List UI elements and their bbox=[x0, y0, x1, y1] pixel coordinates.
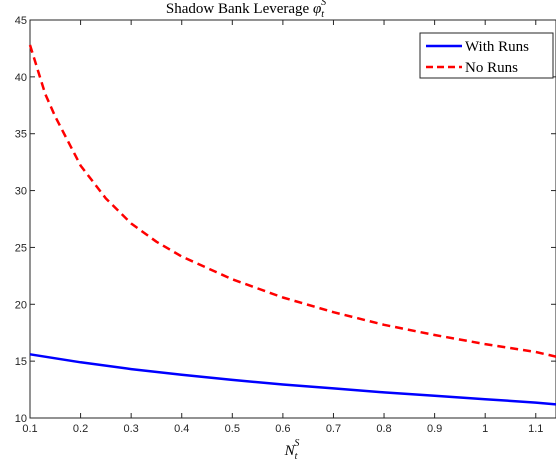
plot-area bbox=[29, 19, 556, 419]
y-tick-label: 45 bbox=[15, 15, 27, 27]
series-line-no-runs bbox=[28, 44, 556, 358]
x-label-base: N bbox=[284, 443, 296, 459]
y-tick-label: 15 bbox=[15, 356, 27, 368]
legend-label-no-runs: No Runs bbox=[465, 60, 518, 76]
series-line-with-runs bbox=[29, 353, 556, 406]
y-tick-label: 30 bbox=[15, 186, 27, 198]
series-layer bbox=[28, 44, 556, 406]
x-tick-label: 1.1 bbox=[528, 423, 543, 435]
x-tick-label: 0.1 bbox=[22, 423, 37, 435]
x-tick-label: 0.4 bbox=[174, 423, 189, 435]
y-tick-label: 10 bbox=[15, 413, 27, 425]
ticks-layer: 0.1 0.2 0.3 0.4 0.5 0.6 0.7 0.8 0.9 1 1.1 10 15 20 25 3… bbox=[15, 15, 556, 435]
chart-title: Shadow Bank Leverage φtS bbox=[166, 0, 326, 20]
x-axis-label: NtS bbox=[284, 438, 300, 462]
chart-title-math-sub: t bbox=[321, 9, 324, 20]
legend-label-with-runs: With Runs bbox=[465, 39, 529, 55]
x-tick-label: 0.3 bbox=[124, 423, 139, 435]
y-tick-label: 35 bbox=[15, 129, 27, 141]
x-tick-label: 0.5 bbox=[225, 423, 240, 435]
x-tick-label: 0.7 bbox=[326, 423, 341, 435]
legend-box bbox=[419, 32, 554, 79]
y-tick-label: 20 bbox=[15, 299, 27, 311]
x-tick-label: 0.9 bbox=[427, 423, 442, 435]
x-tick-label: 0.6 bbox=[275, 423, 290, 435]
y-tick-label: 25 bbox=[15, 242, 27, 254]
x-tick-label: 0.8 bbox=[376, 423, 391, 435]
chart-title-text: Shadow Bank Leverage bbox=[166, 1, 310, 17]
y-tick-label: 40 bbox=[15, 72, 27, 84]
x-tick-label: 1 bbox=[482, 423, 488, 435]
chart-title-math-sup: S bbox=[321, 0, 326, 8]
x-label-sup: S bbox=[294, 438, 299, 449]
chart-title-math-base: φ bbox=[313, 1, 321, 17]
x-tick-label: 0.2 bbox=[73, 423, 88, 435]
x-label-sub: t bbox=[295, 451, 298, 462]
legend: With Runs No Runs bbox=[419, 32, 554, 79]
